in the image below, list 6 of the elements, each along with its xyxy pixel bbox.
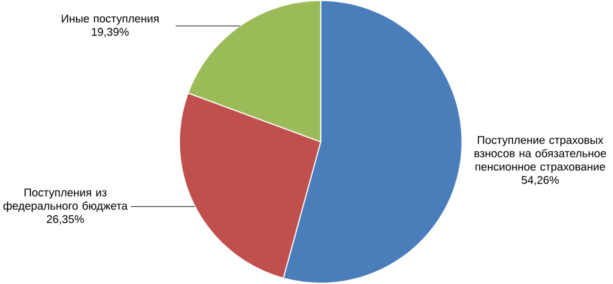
data-label: 19,39% xyxy=(92,28,129,38)
slice-label: Иные поступления xyxy=(62,14,158,25)
data-label: 54,26% xyxy=(522,176,559,186)
slice-label: Поступление страховых взносов на обязательное пенсионное страхование xyxy=(474,136,606,173)
slice-label: Поступления из федерального бюджета xyxy=(3,188,128,212)
data-label: 26,35% xyxy=(46,215,84,225)
